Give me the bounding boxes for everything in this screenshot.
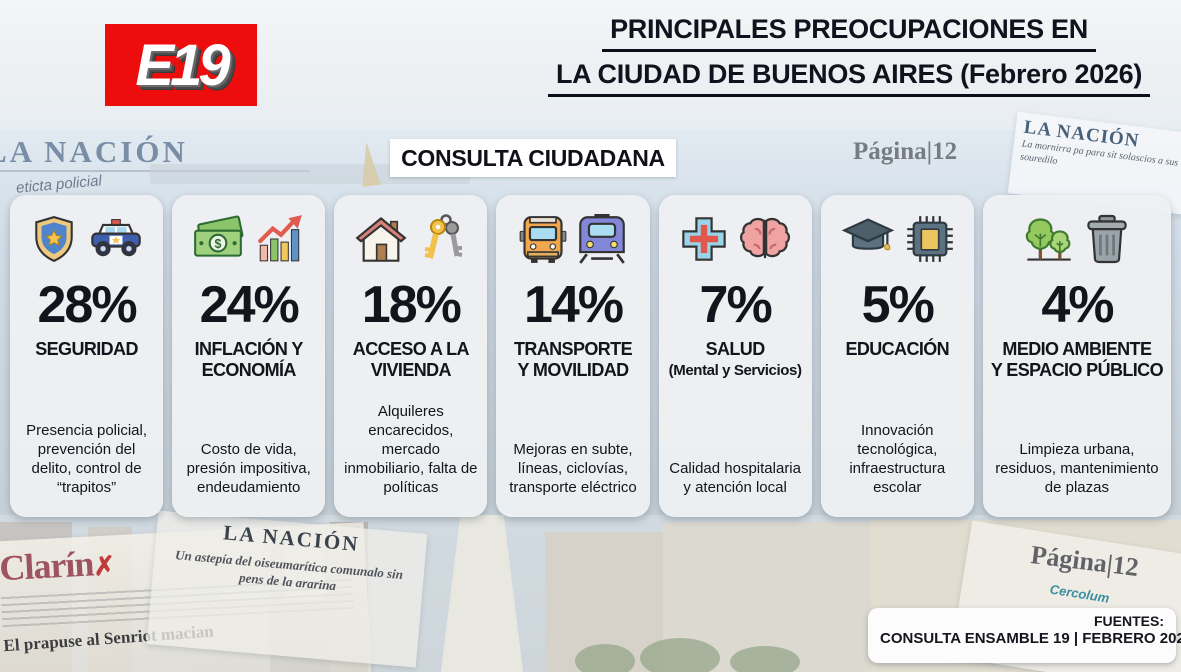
masthead-la-nacion-top-left: LA NACIÓN xyxy=(0,134,188,169)
category-description: Presencia policial, prevención del delit… xyxy=(26,421,148,496)
category-name: SEGURIDAD xyxy=(35,339,138,359)
sources-text: CONSULTA ENSAMBLE 19 | FEBRERO 2026 xyxy=(880,630,1181,647)
card-acceso-vivienda: 18% ACCESO A LA VIVIENDA Alquileres enca… xyxy=(334,195,488,517)
section-label-box: CONSULTA CIUDADANA xyxy=(390,139,676,177)
newspaper-script-text: eticta policial xyxy=(15,172,103,197)
e19-logo: E19 xyxy=(105,24,257,106)
card-icons xyxy=(840,211,955,267)
concern-cards: 28% SEGURIDAD Presencia policial, preven… xyxy=(10,195,1171,517)
percent-value: 24% xyxy=(199,276,300,334)
graduation-cap-icon xyxy=(840,215,896,263)
category-name: INFLACIÓN Y ECONOMÍA xyxy=(194,339,304,380)
card-icons xyxy=(679,211,792,267)
masthead-clarin: Clarín xyxy=(0,543,95,589)
category-description: Costo de vida, presión impositiva, endeu… xyxy=(186,440,311,496)
percent-value: 18% xyxy=(361,276,462,334)
growth-chart-icon xyxy=(254,214,306,264)
category-description: Calidad hospitalaria y atención local xyxy=(669,459,801,496)
percent-value: 5% xyxy=(861,276,935,334)
tree xyxy=(730,646,800,672)
card-educacion: 5% EDUCACIÓN Innovación tecnológica, inf… xyxy=(820,195,974,517)
police-car-icon xyxy=(88,217,144,261)
brain-icon xyxy=(738,215,792,263)
house-icon xyxy=(355,215,407,263)
clarin-figure-mark: ✗ xyxy=(92,550,117,582)
card-icons xyxy=(355,211,466,267)
page-title: PRINCIPALES PREOCUPACIONES EN LA CIUDAD … xyxy=(520,14,1178,98)
card-icons: $ xyxy=(191,211,306,267)
medical-cross-icon xyxy=(679,213,729,265)
header-band: E19 PRINCIPALES PREOCUPACIONES EN LA CIU… xyxy=(0,0,1181,130)
bus-icon xyxy=(518,213,568,265)
card-icons xyxy=(1023,211,1130,267)
e19-logo-text: E19 xyxy=(135,32,230,98)
category-name: SALUD (Mental y Servicios) xyxy=(668,339,802,379)
card-inflacion-economia: $ 24% INFLACIÓN Y ECONOMÍA Costo de vida… xyxy=(172,195,326,517)
percent-value: 4% xyxy=(1041,276,1114,334)
money-bills-icon: $ xyxy=(191,215,245,263)
category-name: MEDIO AMBIENTE Y ESPACIO PÚBLICO xyxy=(990,339,1164,380)
category-name: ACCESO A LA VIVIENDA xyxy=(352,339,470,380)
chip-icon xyxy=(905,213,955,265)
category-description: Alquileres encarecidos, mercado inmobili… xyxy=(344,402,478,496)
category-description: Mejoras en subte, líneas, ciclovías, tra… xyxy=(509,440,637,496)
newspaper-clipping-la-nacion-bottom: LA NACIÓN Un astepía del oiseumarítica c… xyxy=(146,510,428,668)
card-salud: 7% SALUD (Mental y Servicios) Calidad ho… xyxy=(658,195,812,517)
category-description: Limpieza urbana, residuos, mantenimiento… xyxy=(995,440,1159,496)
percent-value: 14% xyxy=(523,276,624,334)
category-description: Innovación tecnológica, infraestructura … xyxy=(849,421,946,496)
card-icons xyxy=(518,211,627,267)
section-label: CONSULTA CIUDADANA xyxy=(401,144,665,171)
police-badge-icon xyxy=(29,213,79,265)
card-medio-ambiente: 4% MEDIO AMBIENTE Y ESPACIO PÚBLICO Limp… xyxy=(982,195,1171,517)
tree xyxy=(575,644,635,672)
keys-icon xyxy=(416,213,466,265)
card-seguridad: 28% SEGURIDAD Presencia policial, preven… xyxy=(10,195,164,517)
tree xyxy=(640,638,720,672)
masthead-pagina12-top-right: Página|12 xyxy=(853,138,958,165)
sources-box: FUENTES: CONSULTA ENSAMBLE 19 | FEBRERO … xyxy=(868,608,1181,663)
title-line-2: LA CIUDAD DE BUENOS AIRES (Febrero 2026) xyxy=(547,59,1151,98)
card-transporte-movilidad: 14% TRANSPORTE Y MOVILIDAD Mejoras en su… xyxy=(496,195,650,517)
category-name: EDUCACIÓN xyxy=(845,339,950,359)
trees-icon xyxy=(1023,214,1075,264)
card-icons xyxy=(29,211,144,267)
percent-value: 7% xyxy=(699,276,773,334)
sources-label: FUENTES: xyxy=(1094,613,1164,629)
svg-text:$: $ xyxy=(215,237,222,251)
title-line-1: PRINCIPALES PREOCUPACIONES EN xyxy=(602,14,1096,53)
train-icon xyxy=(577,213,627,265)
category-name: TRANSPORTE Y MOVILIDAD xyxy=(513,339,633,380)
trash-icon xyxy=(1084,213,1130,265)
percent-value: 28% xyxy=(37,276,138,334)
